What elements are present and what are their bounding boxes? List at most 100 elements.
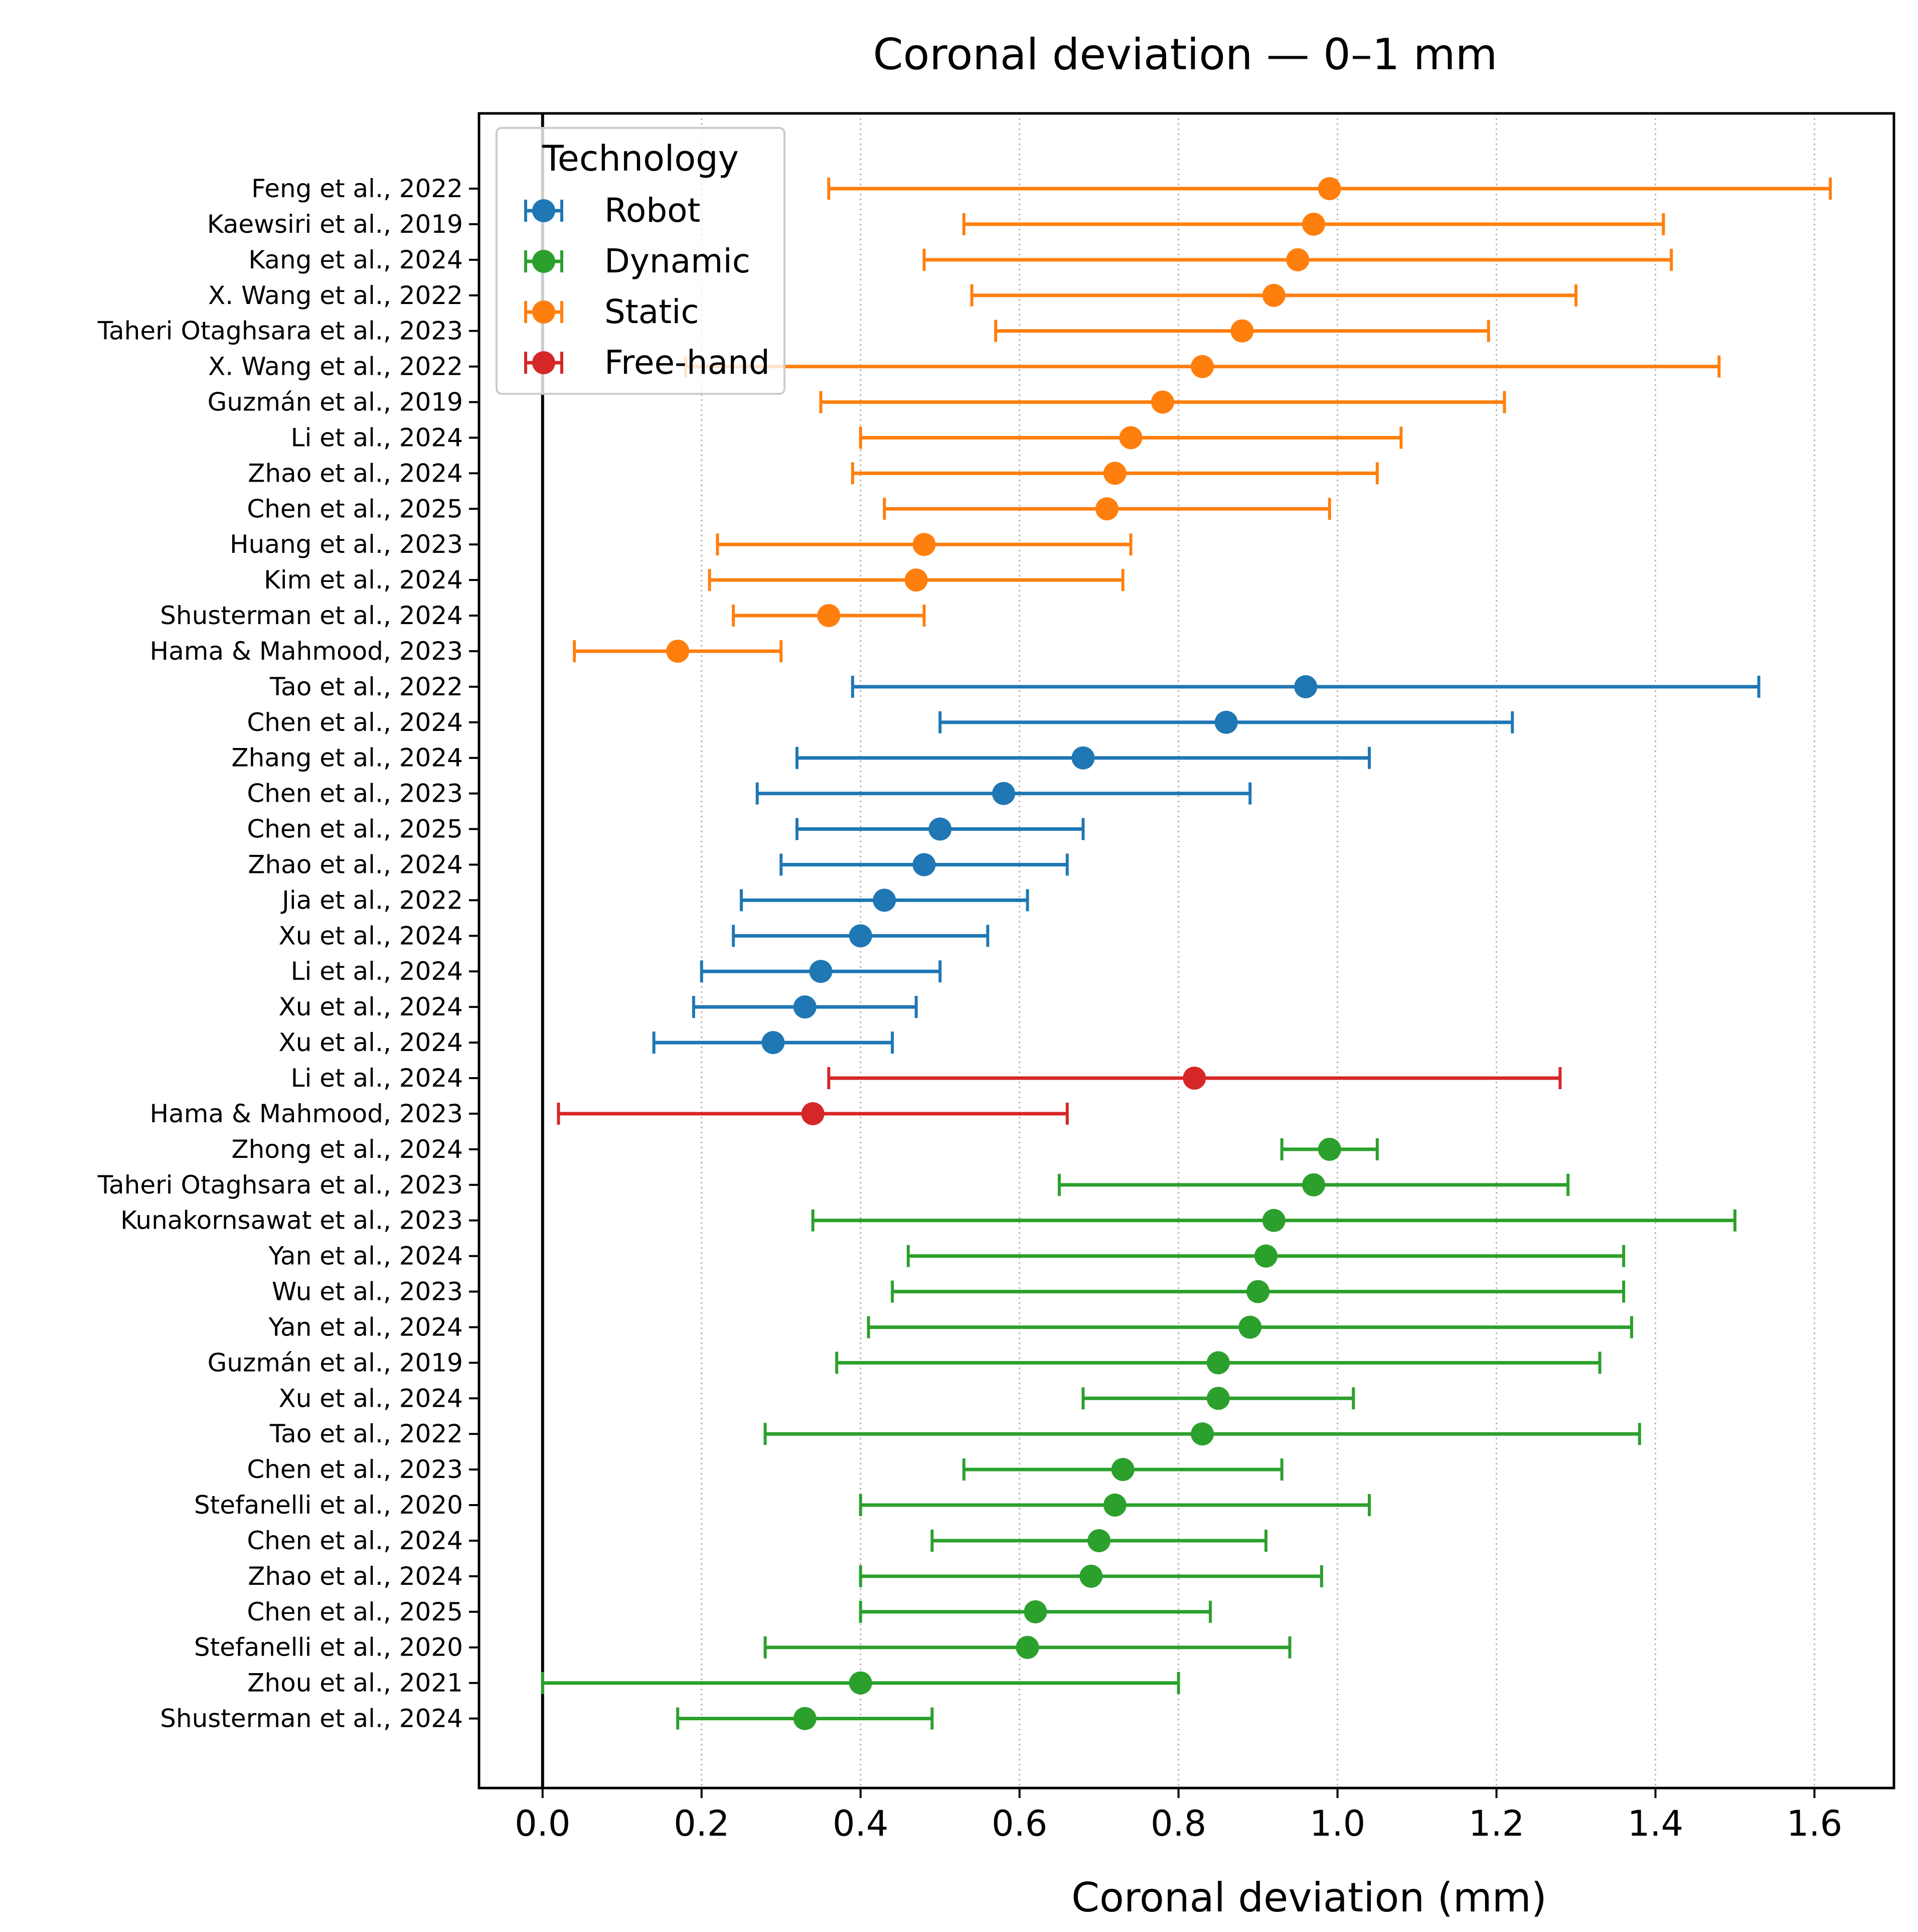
error-bars xyxy=(541,177,1832,1730)
error-bar-row xyxy=(819,390,1506,414)
error-bar-row xyxy=(739,888,1029,912)
mean-point xyxy=(1230,319,1254,343)
mean-point xyxy=(1071,746,1095,770)
mean-point xyxy=(1151,390,1174,414)
error-bar-row xyxy=(732,924,990,948)
mean-point xyxy=(1103,462,1127,485)
x-tick-label: 1.6 xyxy=(1787,1803,1842,1844)
legend-marker xyxy=(532,351,555,374)
y-tick-label: Hama & Mahmood, 2023 xyxy=(150,1099,463,1128)
error-bar-row xyxy=(859,426,1403,450)
y-tick-label: Huang et al., 2023 xyxy=(230,530,463,559)
error-bar-row xyxy=(692,995,918,1019)
mean-point xyxy=(873,888,896,912)
mean-point xyxy=(1238,1315,1262,1339)
error-bar-row xyxy=(557,1102,1069,1125)
y-tick-label: Yan et al., 2024 xyxy=(268,1312,463,1342)
y-tick-label: Chen et al., 2023 xyxy=(247,1455,463,1484)
legend-marker xyxy=(532,301,555,324)
error-bar-row xyxy=(755,782,1252,805)
mean-point xyxy=(1103,1494,1127,1517)
mean-point xyxy=(1294,675,1318,698)
error-bar-row xyxy=(1081,1387,1355,1410)
error-bar-row xyxy=(938,710,1514,734)
y-tick-label: Chen et al., 2024 xyxy=(247,708,463,737)
y-tick-label: Chen et al., 2025 xyxy=(247,1597,463,1626)
mean-point xyxy=(1206,1351,1230,1375)
x-tick-label: 1.2 xyxy=(1469,1803,1524,1844)
y-tick-label: Shusterman et al., 2024 xyxy=(160,1704,463,1733)
y-tick-label: Tao et al., 2022 xyxy=(269,1419,463,1448)
error-bar-row xyxy=(859,1564,1323,1588)
y-tick-label: Xu et al., 2024 xyxy=(278,921,463,950)
x-tick-label: 0.2 xyxy=(674,1803,729,1844)
x-axis-label: Coronal deviation (mm) xyxy=(1071,1874,1547,1921)
mean-point xyxy=(1024,1600,1047,1623)
mean-point xyxy=(1119,426,1143,450)
error-bar-row xyxy=(827,1067,1562,1090)
y-tick-label: Chen et al., 2025 xyxy=(247,815,463,844)
error-bar-row xyxy=(891,1280,1626,1303)
error-bar-row xyxy=(811,1209,1737,1232)
y-tick-label: Kaewsiri et al., 2019 xyxy=(207,210,463,239)
plot-frame xyxy=(477,112,1895,1790)
y-tick-label: Feng et al., 2022 xyxy=(251,174,463,203)
error-bar-row xyxy=(835,1351,1602,1375)
x-tick-label: 1.4 xyxy=(1628,1803,1683,1844)
error-bar-row xyxy=(1057,1173,1570,1197)
y-tick-label: Guzmán et al., 2019 xyxy=(208,1348,463,1377)
error-bar-row xyxy=(779,853,1069,876)
error-bar-row xyxy=(994,319,1490,343)
mean-point xyxy=(1206,1387,1230,1410)
x-tick-label: 0.6 xyxy=(992,1803,1047,1844)
y-tick-label: Kim et al., 2024 xyxy=(264,565,463,595)
mean-point xyxy=(849,1671,872,1695)
legend-label: Dynamic xyxy=(604,242,750,280)
mean-point xyxy=(1262,1209,1286,1232)
y-tick-label: Zhong et al., 2024 xyxy=(231,1135,463,1164)
y-tick-label: Chen et al., 2025 xyxy=(247,494,463,523)
legend-label: Static xyxy=(604,292,699,331)
error-bar-row xyxy=(962,1458,1284,1481)
legend-label: Free-hand xyxy=(604,343,770,382)
mean-point xyxy=(1262,283,1286,307)
legend-entry-free-hand: Free-hand xyxy=(524,343,770,382)
x-tick-label: 0.8 xyxy=(1151,1803,1206,1844)
error-bar-row xyxy=(859,1600,1212,1623)
mean-point xyxy=(1302,1173,1326,1197)
error-bar-row xyxy=(795,817,1085,841)
error-bar-row xyxy=(573,639,783,663)
mean-point xyxy=(1302,212,1326,236)
chart-title: Coronal deviation — 0–1 mm xyxy=(873,30,1498,80)
y-tick-label: Guzmán et al., 2019 xyxy=(208,388,463,417)
mean-point xyxy=(1254,1244,1277,1268)
y-tick-label: Taheri Otaghsara et al., 2023 xyxy=(97,1170,463,1200)
y-tick-label: Stefanelli et al., 2020 xyxy=(194,1633,463,1662)
x-tick-label: 1.0 xyxy=(1310,1803,1365,1844)
y-tick-label: Yan et al., 2024 xyxy=(268,1242,463,1271)
legend-marker xyxy=(532,250,555,273)
mean-point xyxy=(928,817,952,841)
y-tick-label: X. Wang et al., 2022 xyxy=(208,281,463,310)
y-tick-label: Kang et al., 2024 xyxy=(248,245,463,274)
mean-point xyxy=(1079,1564,1103,1588)
error-bar-row xyxy=(851,675,1761,698)
error-bar-row xyxy=(676,1707,934,1730)
error-bar-row xyxy=(962,212,1665,236)
mean-point xyxy=(912,533,936,556)
error-bar-row xyxy=(732,604,926,628)
y-tick-label: Xu et al., 2024 xyxy=(278,1384,463,1413)
error-bar-row xyxy=(827,177,1832,200)
legend-entry-robot: Robot xyxy=(524,191,700,230)
error-bar-row xyxy=(922,248,1673,271)
y-tick-label: Li et al., 2024 xyxy=(291,957,463,986)
mean-point xyxy=(1016,1636,1039,1659)
y-ticks xyxy=(469,188,479,1720)
y-tick-label: Xu et al., 2024 xyxy=(278,1028,463,1057)
legend-marker xyxy=(532,199,555,222)
mean-point xyxy=(1183,1067,1206,1090)
mean-point xyxy=(1087,1529,1111,1552)
error-bar-row xyxy=(700,960,942,983)
